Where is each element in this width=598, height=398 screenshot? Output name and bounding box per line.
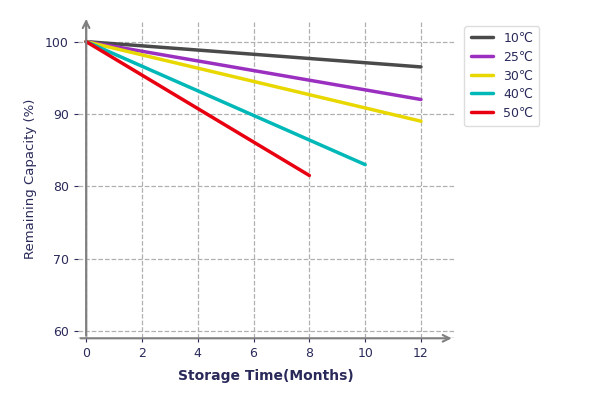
40℃	[83, 39, 90, 44]
Y-axis label: Remaining Capacity (%): Remaining Capacity (%)	[23, 99, 36, 259]
50℃	[306, 173, 313, 178]
40℃	[362, 162, 369, 167]
Line: 40℃: 40℃	[86, 42, 365, 165]
Legend: 10℃, 25℃, 30℃, 40℃, 50℃: 10℃, 25℃, 30℃, 40℃, 50℃	[465, 26, 539, 126]
Line: 50℃: 50℃	[86, 42, 309, 176]
50℃	[83, 39, 90, 44]
X-axis label: Storage Time(Months): Storage Time(Months)	[178, 369, 354, 382]
